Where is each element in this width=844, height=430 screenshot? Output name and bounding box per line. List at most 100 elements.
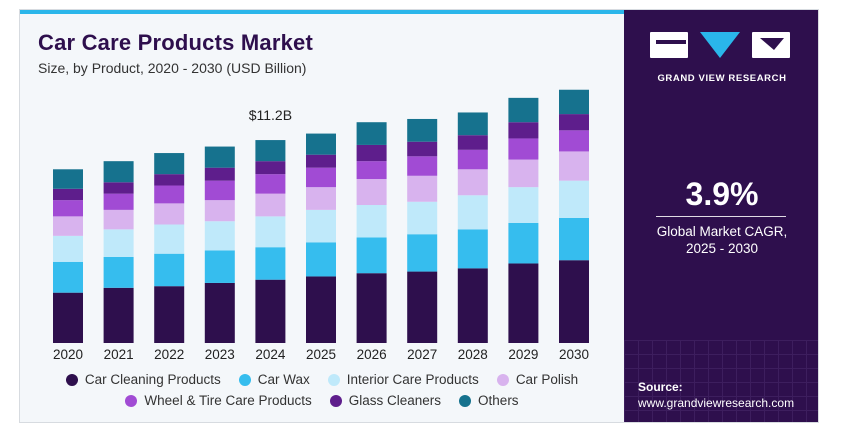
bar-segment (356, 273, 387, 343)
legend-swatch (125, 394, 138, 407)
x-tick-label: 2028 (458, 347, 488, 362)
bar-segment (154, 203, 185, 225)
legend-item: Glass Cleaners (329, 393, 441, 408)
x-tick-label: 2022 (154, 347, 184, 362)
bar-segment (53, 169, 83, 189)
bar-segment (457, 268, 488, 343)
legend-swatch (496, 373, 509, 386)
bar-segment (407, 141, 438, 157)
chart-legend: Car Cleaning Products Car Wax Interior Car… (20, 372, 624, 414)
bar-segment (559, 114, 589, 131)
bar-segment (154, 253, 185, 287)
x-tick-label: 2021 (104, 347, 134, 362)
bar-segment (559, 89, 589, 115)
bar-segment (306, 276, 336, 343)
bar-segment (154, 174, 185, 186)
bar-segment (559, 180, 589, 218)
x-tick-label: 2029 (508, 347, 538, 362)
bar-segment (306, 133, 336, 155)
bar-segment (53, 292, 83, 343)
bar-segment (204, 146, 235, 168)
x-tick-label: 2030 (559, 347, 589, 362)
sidebar-panel: GRAND VIEW RESEARCH 3.9% Global Market C… (624, 10, 818, 422)
bar-segment (356, 205, 387, 238)
accent-bar (20, 10, 624, 14)
bar-segment (255, 216, 286, 248)
bar-segment (204, 221, 235, 251)
bar-segment (204, 180, 235, 201)
legend-label: Others (478, 393, 519, 408)
cagr-label-line2: 2025 - 2030 (685, 241, 759, 256)
bar-segment (154, 185, 185, 204)
legend-item: Car Cleaning Products (65, 372, 221, 387)
cagr-label: Global Market CAGR, 2025 - 2030 (624, 223, 818, 257)
bar-segment (255, 247, 286, 280)
bar-segment (508, 122, 539, 139)
bar-segment (457, 229, 488, 269)
bar-segment (53, 261, 83, 293)
bar-segment (204, 282, 235, 343)
bar-segment (559, 217, 589, 261)
data-label: $11.2B (249, 107, 292, 123)
x-tick-label: 2026 (357, 347, 387, 362)
bar-segment (508, 187, 539, 223)
brand-name: GRAND VIEW RESEARCH (657, 73, 787, 84)
bar-segment (255, 161, 286, 175)
bar-segment (255, 279, 286, 343)
bar-segment (306, 154, 336, 168)
decorative-grid (624, 340, 818, 422)
legend-label: Car Polish (515, 372, 579, 387)
x-tick-label: 2027 (407, 347, 437, 362)
divider (656, 216, 786, 217)
bar-segment (407, 271, 438, 343)
legend-swatch (238, 373, 251, 386)
bar-segment (508, 222, 539, 264)
legend-item: Wheel & Tire Care Products (125, 393, 312, 408)
bar-segment (457, 149, 488, 170)
legend-label: Interior Care Products (346, 372, 479, 387)
legend-item: Others (459, 393, 519, 408)
bar-segment (255, 193, 286, 217)
bar-segment (204, 250, 235, 283)
bar-segment (103, 182, 134, 194)
bar-segment (255, 140, 286, 162)
bar-segment (356, 144, 387, 162)
bar-segment (103, 161, 134, 183)
stacked-bar-chart: 2020 2021 2022 2023 2024 $11.2B 2025 2026 2027 20… (53, 89, 589, 362)
brand-logo (650, 32, 790, 58)
bar-segment (407, 175, 438, 202)
bar-segment (53, 200, 83, 217)
bar-segment (103, 193, 134, 210)
legend-item: Car Polish (496, 372, 579, 387)
legend-row: Wheel & Tire Care Products Glass Cleaners… (20, 393, 624, 408)
page-subtitle: Size, by Product, 2020 - 2030 (USD Billi… (38, 60, 307, 76)
legend-row: Car Cleaning Products Car Wax Interior Car… (20, 372, 624, 387)
x-tick-label: 2025 (306, 347, 336, 362)
infographic-frame: Car Care Products Market Size, by Produc… (19, 9, 819, 423)
bar-segment (154, 153, 185, 175)
x-tick-label: 2020 (53, 347, 83, 362)
bar-segment (53, 188, 83, 201)
bar-segment (508, 97, 539, 123)
bar-segment (508, 263, 539, 343)
cagr-label-line1: Global Market CAGR, (656, 224, 788, 239)
legend-swatch (65, 373, 78, 386)
bar-segment (255, 174, 286, 194)
page-title: Car Care Products Market (38, 30, 314, 55)
legend-item: Interior Care Products (327, 372, 479, 387)
legend-item: Car Wax (238, 372, 310, 387)
bar-segment (457, 135, 488, 150)
bar-segment (407, 201, 438, 235)
bar-segment (356, 237, 387, 274)
legend-label: Car Cleaning Products (84, 372, 221, 387)
legend-label: Car Wax (257, 372, 310, 387)
bar-segment (407, 234, 438, 272)
bar-segment (508, 159, 539, 188)
bar-segment (407, 156, 438, 176)
cagr-value: 3.9% (685, 176, 759, 212)
bar-segment (508, 138, 539, 160)
bar-segment (306, 167, 336, 188)
bar-segment (154, 286, 185, 343)
bar-segment (356, 179, 387, 206)
bar-segment (103, 229, 134, 257)
